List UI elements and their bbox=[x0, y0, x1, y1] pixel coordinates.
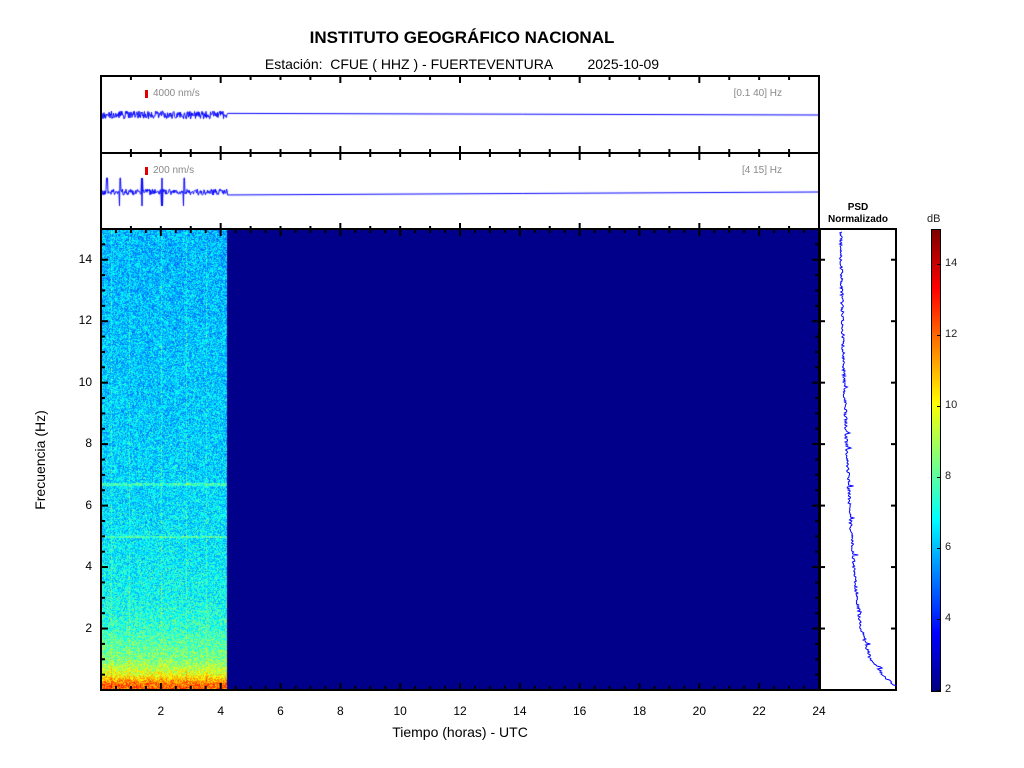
y-tick-label: 10 bbox=[78, 374, 92, 389]
y-tick-label: 8 bbox=[85, 436, 92, 451]
seismogram-trace bbox=[102, 154, 818, 229]
colorbar bbox=[931, 229, 941, 692]
x-tick-label: 14 bbox=[513, 704, 527, 718]
trace-scale-label: 4000 nm/s bbox=[153, 88, 200, 99]
x-tick-label: 10 bbox=[393, 704, 407, 718]
colorbar-unit: dB bbox=[927, 213, 941, 225]
trace-band-label: [4 15] Hz bbox=[741, 165, 782, 176]
colorbar-tick bbox=[937, 264, 941, 266]
psd-curve bbox=[838, 231, 897, 687]
colorbar-tick-label: 2 bbox=[945, 683, 952, 695]
psd-title-line1: PSD bbox=[847, 202, 869, 213]
trace-band-label: [0.1 40] Hz bbox=[733, 88, 782, 99]
plot-frame bbox=[100, 228, 820, 691]
y-axis-label: Frecuencia (Hz) bbox=[32, 410, 48, 510]
psd-title-line2: Normalizado bbox=[827, 214, 888, 225]
psd-panel bbox=[819, 228, 897, 691]
scale-marker bbox=[145, 167, 148, 175]
spectrogram bbox=[101, 229, 819, 690]
y-tick-label: 2 bbox=[85, 620, 92, 635]
colorbar-tick-label: 8 bbox=[945, 470, 952, 483]
y-tick-label: 4 bbox=[85, 559, 92, 574]
colorbar-tick-label: 14 bbox=[945, 257, 958, 270]
colorbar-tick bbox=[937, 619, 941, 621]
colorbar-tick bbox=[937, 406, 941, 408]
y-tick-label: 14 bbox=[78, 251, 92, 266]
x-tick-label: 8 bbox=[336, 704, 344, 718]
scale-marker bbox=[145, 90, 148, 98]
trace-scale-label: 200 nm/s bbox=[153, 165, 195, 176]
figure-title: INSTITUTO GEOGRÁFICO NACIONAL bbox=[309, 28, 615, 47]
psd-title: PSD Normalizado bbox=[818, 202, 898, 226]
psd-frame bbox=[819, 228, 897, 691]
colorbar-tick bbox=[937, 477, 941, 479]
seismogram-trace bbox=[102, 77, 818, 152]
trace-panel-broadband: 4000 nm/s [0.1 40] Hz bbox=[100, 75, 820, 154]
colorbar-tick bbox=[937, 690, 941, 691]
colorbar-tick-label: 4 bbox=[945, 612, 952, 625]
colorbar-tick bbox=[937, 548, 941, 550]
y-tick-label: 6 bbox=[85, 497, 92, 512]
x-tick-label: 12 bbox=[453, 704, 467, 718]
x-tick-label: 2 bbox=[157, 704, 165, 718]
x-tick-label: 20 bbox=[692, 704, 706, 718]
colorbar-tick-label: 6 bbox=[945, 541, 952, 554]
x-tick-label: 22 bbox=[752, 704, 766, 718]
x-tick-label: 4 bbox=[217, 704, 224, 718]
station-subtitle: Estación: CFUE ( HHZ ) - FUERTEVENTURA 2… bbox=[264, 56, 660, 72]
x-tick-label: 18 bbox=[632, 704, 647, 718]
x-tick-label: 24 bbox=[812, 704, 826, 718]
x-axis-label: Tiempo (horas) - UTC bbox=[392, 724, 528, 740]
trace-panel-filtered: 200 nm/s [4 15] Hz bbox=[100, 152, 820, 231]
colorbar-tick-label: 10 bbox=[945, 399, 958, 412]
colorbar-tick-label: 12 bbox=[945, 328, 958, 341]
colorbar-tick bbox=[937, 335, 941, 337]
x-tick-label: 16 bbox=[572, 704, 587, 718]
y-tick-label: 12 bbox=[78, 313, 92, 328]
x-tick-label: 6 bbox=[277, 704, 284, 718]
